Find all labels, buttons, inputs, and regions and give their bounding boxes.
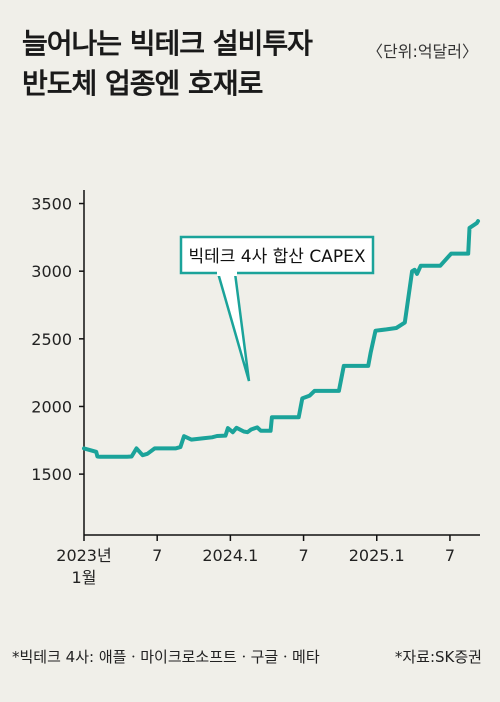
annotation-label: 빅테크 4사 합산 CAPEX <box>188 247 365 267</box>
annotation-box <box>179 235 375 275</box>
x-tick-label: 7 <box>445 546 455 565</box>
chart-title: 늘어나는 빅테크 설비투자 반도체 업종엔 호재로 <box>22 24 313 104</box>
y-tick-label: 3500 <box>31 195 72 214</box>
x-tick-label: 7 <box>298 546 308 565</box>
y-tick-label: 3000 <box>31 262 72 281</box>
x-tick-label: 7 <box>152 546 162 565</box>
title-line-1: 늘어나는 빅테크 설비투자 <box>22 27 313 60</box>
x-tick-label: 2024.1 <box>202 546 258 565</box>
y-tick-label: 2000 <box>31 397 72 416</box>
source-note: *자료:SK증권 <box>394 648 482 666</box>
unit-label: 〈단위:억달러〉 <box>367 42 478 61</box>
x-tick-label: 2025.1 <box>349 546 405 565</box>
y-tick-label: 2500 <box>31 330 72 349</box>
capex-series-line <box>82 219 480 459</box>
annotation-pointer <box>216 272 251 382</box>
footnote: *빅테크 4사: 애플ㆍ마이크로소프트ㆍ구글ㆍ메타 <box>12 648 320 666</box>
annotation-joint <box>217 270 237 276</box>
y-tick-label: 1500 <box>31 465 72 484</box>
title-line-2: 반도체 업종엔 호재로 <box>22 67 263 100</box>
x-tick-label-line2: 1월 <box>72 568 97 587</box>
x-tick-label: 2023년 <box>56 546 111 565</box>
